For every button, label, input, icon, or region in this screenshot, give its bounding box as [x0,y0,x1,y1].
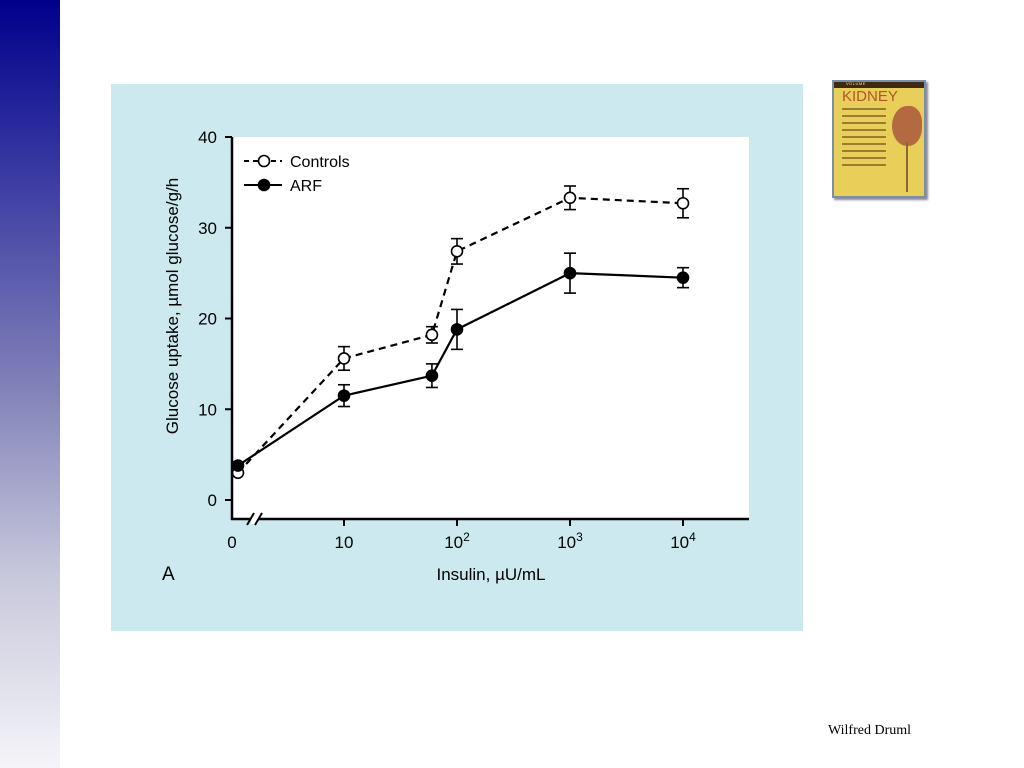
data-point-controls [676,196,690,210]
y-tick-label: 0 [208,491,217,510]
panel-label: A [162,564,175,585]
y-tick-label: 30 [198,219,217,238]
x-tick-label: 103 [557,530,583,552]
y-tick-label: 10 [198,400,217,419]
data-point-arf [231,459,245,472]
legend-marker [257,154,271,168]
slide-sidebar-gradient [0,0,60,768]
x-axis-break-gap [251,514,258,524]
data-point-controls [337,352,351,365]
y-tick-label: 40 [198,128,217,147]
x-axis-label: Insulin, µU/mL [437,565,546,584]
data-point-controls [425,328,439,342]
x-axis-break-mark [254,512,263,526]
series-line-controls [237,196,684,474]
x-tick-label: 102 [444,530,470,552]
legend-label: ARF [290,178,322,195]
data-point-arf [450,323,464,336]
kidney-book-cover-image: VOLUME KIDNEY [832,80,926,198]
author-credit: Wilfred Druml [828,723,912,738]
plot-area [232,137,749,519]
data-point-arf [425,369,439,382]
y-tick-label: 20 [198,310,217,329]
book-title: KIDNEY [842,88,898,105]
x-tick-label: 0 [227,533,236,552]
legend-label: Controls [290,154,350,171]
chart-marks: 0 10 20 30 40 0 10 102 103 104 Controls ARF [198,128,749,552]
x-tick-label: 104 [670,530,696,552]
data-point-controls [450,245,464,258]
y-axis-label: Glucose uptake, µmol glucose/g/h [163,178,182,434]
data-point-arf [337,389,351,402]
data-point-arf [563,266,577,280]
data-point-controls [563,191,577,205]
data-point-arf [676,271,690,284]
x-axis-break-mark [246,512,255,526]
kidney-illustration [892,106,922,146]
legend-marker [257,178,271,192]
x-tick-label: 10 [335,533,354,552]
series-line-arf [237,272,684,467]
